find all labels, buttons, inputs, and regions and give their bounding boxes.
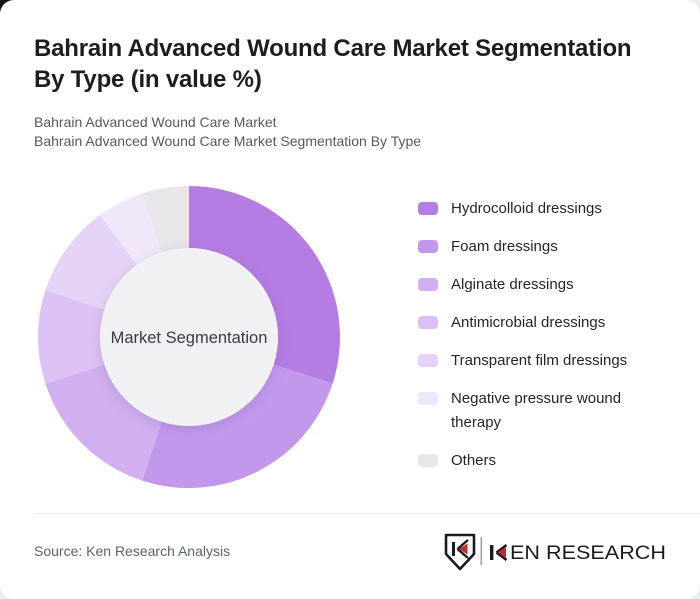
legend-item: Alginate dressings [418, 273, 658, 297]
legend-item: Antimicrobial dressings [418, 311, 658, 335]
legend-item: Others [418, 449, 658, 473]
legend: Hydrocolloid dressings Foam dressings Algi… [418, 197, 658, 487]
legend-swatch [418, 316, 438, 329]
legend-label: Antimicrobial dressings [451, 314, 606, 331]
logo-divider [480, 537, 483, 565]
legend-label: Transparent film dressings [451, 352, 628, 369]
donut-segment-0 [189, 186, 340, 384]
donut-inner-disc [100, 248, 278, 426]
legend-item: Transparent film dressings [418, 349, 658, 373]
logo-shield-icon [444, 533, 476, 571]
logo-wordmark: EN RESEARCH [510, 542, 666, 564]
subtitle-line2: Bahrain Advanced Wound Care Market Segme… [34, 133, 422, 149]
legend-label: Alginate dressings [451, 276, 574, 293]
donut-segment-6 [142, 186, 189, 253]
legend-swatch [418, 454, 438, 467]
legend-item: Foam dressings [418, 235, 658, 259]
legend-item: Negative pressure wound therapy [418, 387, 658, 435]
donut-segment-2 [45, 364, 162, 481]
donut-chart-svg: Market Segmentation [38, 186, 340, 488]
source-text: Source: Ken Research Analysis [34, 543, 231, 559]
page-title-line2: By Type (in value %) [34, 66, 262, 93]
legend-swatch [418, 354, 438, 367]
subtitle-line1: Bahrain Advanced Wound Care Market [34, 114, 277, 130]
legend-swatch [418, 392, 438, 405]
donut-segment-3 [38, 290, 105, 384]
page-title: Bahrain Advanced Wound Care Market Segme… [34, 33, 684, 95]
legend-label: Hydrocolloid dressings [451, 200, 602, 217]
donut-segment-1 [142, 364, 333, 488]
donut-segment-4 [45, 214, 137, 310]
legend-label: Negative pressure wound therapy [451, 390, 622, 431]
donut-center-label: Market Segmentation [111, 329, 268, 347]
legend-item: Hydrocolloid dressings [418, 197, 658, 221]
page-title-line1: Bahrain Advanced Wound Care Market Segme… [34, 35, 632, 62]
footer-divider [34, 513, 700, 514]
legend-label: Foam dressings [451, 238, 558, 255]
donut-segment-5 [100, 193, 162, 265]
donut-segments [38, 186, 340, 488]
ken-research-logo: EN RESEARCH [444, 533, 666, 571]
legend-swatch [418, 240, 438, 253]
legend-label: Others [451, 452, 497, 469]
logo-k-glyph [490, 543, 508, 562]
legend-swatch [418, 202, 438, 215]
legend-swatch [418, 278, 438, 291]
donut-chart: Market Segmentation [36, 184, 342, 490]
page-subtitle: Bahrain Advanced Wound Care Market Bahra… [34, 113, 684, 151]
